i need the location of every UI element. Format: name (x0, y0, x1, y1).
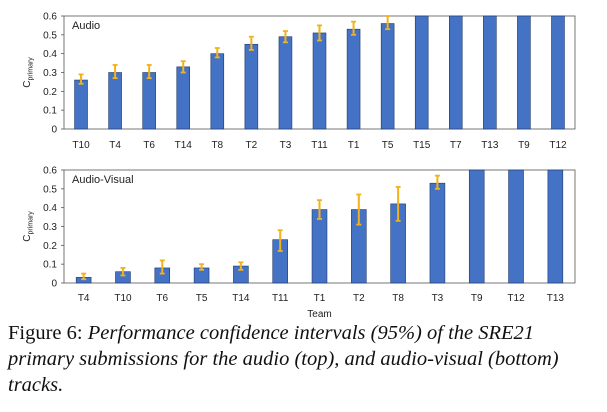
y-tick-label: 0.2 (43, 87, 57, 98)
bar-T12 (551, 15, 565, 130)
x-tick-label-T4: T4 (109, 140, 121, 151)
x-tick-label-T8: T8 (392, 293, 404, 304)
x-tick-label-T10: T10 (72, 140, 90, 151)
bar-T8 (210, 53, 225, 130)
panel-label: Audio (72, 20, 100, 32)
caption-label: Figure 6: (8, 322, 83, 344)
x-tick-label-T5: T5 (382, 140, 394, 151)
y-tick-label: 0.3 (43, 68, 57, 79)
bar-T7 (448, 15, 463, 130)
x-tick-label-T13: T13 (547, 293, 565, 304)
y-tick-label: 0.2 (43, 241, 57, 252)
y-tick-label: 0.6 (43, 12, 57, 23)
panel-label: Audio-Visual (72, 174, 134, 186)
x-tick-label-T14: T14 (175, 140, 193, 151)
caption-text: Performance confidence intervals (95%) o… (8, 322, 559, 396)
bar-T1 (311, 209, 328, 284)
x-tick-label-T15: T15 (413, 140, 431, 151)
bar-T4 (108, 72, 122, 130)
y-tick-label: 0 (51, 279, 57, 290)
bar-T11 (312, 32, 327, 130)
bar-T13 (547, 169, 564, 284)
y-tick-label: 0.1 (43, 106, 57, 117)
x-tick-label-T4: T4 (78, 293, 90, 304)
x-tick-label-T5: T5 (196, 293, 208, 304)
bar-T1 (346, 28, 361, 130)
x-tick-label-T6: T6 (156, 293, 168, 304)
x-tick-label-T1: T1 (314, 293, 326, 304)
x-tick-label-T11: T11 (272, 293, 289, 304)
y-tick-label: 0.1 (43, 260, 57, 271)
x-tick-label-T2: T2 (353, 293, 365, 304)
bar-T2 (244, 43, 259, 130)
bar-T6 (142, 72, 156, 130)
x-tick-label-T8: T8 (211, 140, 223, 151)
x-tick-label-T11: T11 (311, 140, 328, 151)
bar-T12 (508, 169, 524, 284)
bar-T10 (74, 79, 88, 130)
x-tick-label-T3: T3 (432, 293, 444, 304)
x-axis-label: Team (307, 309, 331, 318)
y-tick-label: 0.4 (43, 49, 57, 60)
y-tick-label: 0 (51, 125, 57, 136)
bar-T3 (429, 182, 446, 284)
bar-T9 (517, 15, 531, 130)
x-tick-label-T10: T10 (114, 293, 132, 304)
bar-T14 (176, 66, 191, 130)
x-tick-label-T6: T6 (143, 140, 155, 151)
figure-caption: Figure 6: Performance confidence interva… (8, 320, 600, 398)
bar-T13 (483, 15, 497, 130)
y-tick-label: 0.6 (43, 166, 57, 177)
x-tick-label-T9: T9 (471, 293, 483, 304)
bar-T15 (414, 15, 429, 130)
bar-T5 (380, 23, 395, 130)
x-tick-label-T9: T9 (518, 140, 530, 151)
x-tick-label-T7: T7 (450, 140, 462, 151)
x-tick-label-T1: T1 (348, 140, 360, 151)
x-tick-label-T2: T2 (246, 140, 258, 151)
y-tick-label: 0.4 (43, 203, 57, 214)
bar-T3 (278, 36, 293, 130)
chart-panel-1: 0 0.1 0.2 0.3 0.4 0.5 0.6 Cprimary T10 T4 T6 T14 T8 T… (22, 12, 576, 151)
y-tick-label: 0.5 (43, 184, 57, 195)
x-tick-label-T12: T12 (507, 293, 525, 304)
x-tick-label-T13: T13 (481, 140, 499, 151)
chart-panel-2: 0 0.1 0.2 0.3 0.4 0.5 0.6 Cprimary T4 T10 T6 T5 T14 T… (22, 166, 576, 318)
bar-T9 (468, 169, 485, 284)
y-tick-label: 0.5 (43, 30, 57, 41)
y-tick-label: 0.3 (43, 222, 57, 233)
x-tick-label-T14: T14 (232, 293, 250, 304)
y-axis-label: Cprimary (22, 57, 35, 88)
x-tick-label-T12: T12 (549, 140, 567, 151)
y-axis-label: Cprimary (22, 211, 35, 242)
x-tick-label-T3: T3 (280, 140, 292, 151)
